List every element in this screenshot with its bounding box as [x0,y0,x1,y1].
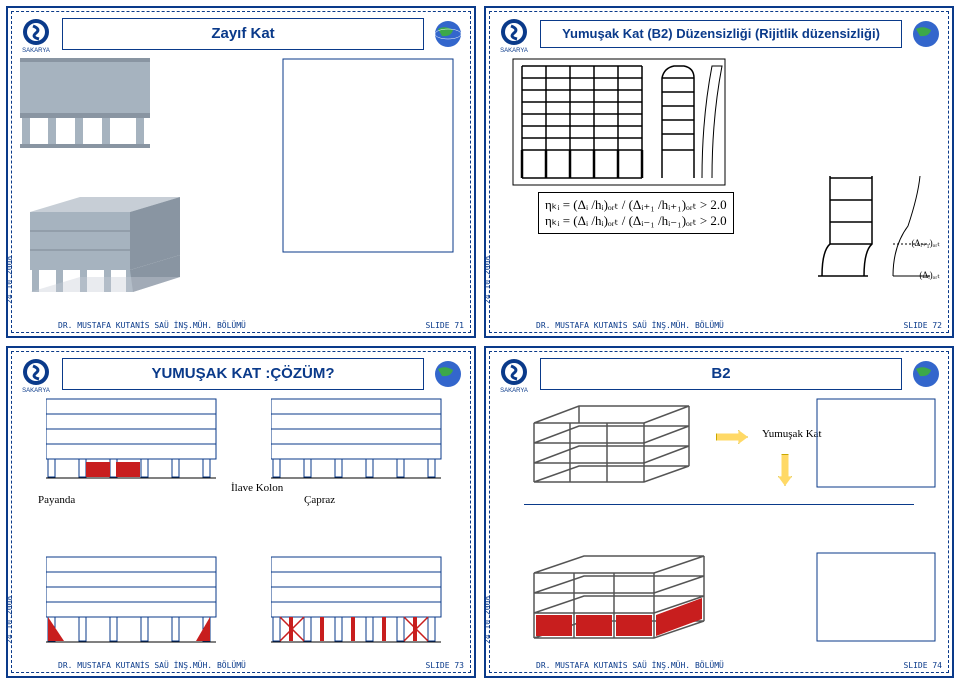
building-payanda [46,556,221,646]
slide-footer: DR. MUSTAFA KUTANİS SAÜ İNŞ.MÜH. BÖLÜMÜ … [58,321,464,330]
arrow-right-icon [716,430,748,444]
illustration-deflection [808,166,938,286]
date-label: 24.10.2008 [484,256,492,304]
globe-icon [908,16,944,52]
annotation-2: (Δᵢ)ₒᵣₜ [919,270,940,281]
author-label: DR. MUSTAFA KUTANİS SAÜ İNŞ.MÜH. BÖLÜMÜ [58,321,246,330]
empty-box-bottom [816,552,936,642]
uni-logo: SAKARYA [494,354,534,394]
building-facade-right [271,398,446,480]
label-ilave-kolon: İlave Kolon [231,482,283,494]
slide-content [16,58,466,308]
slide-content: ηₖᵢ = (Δᵢ /hᵢ)ₒᵣₜ / (Δᵢ₊₁ /hᵢ₊₁)ₒᵣₜ > 2.… [494,58,944,308]
author-label: DR. MUSTAFA KUTANİS SAÜ İNŞ.MÜH. BÖLÜMÜ [536,661,724,670]
arrow-down-icon [778,454,792,486]
uni-label: SAKARYA [22,388,50,394]
slide-title: YUMUŞAK KAT :ÇÖZÜM? [62,358,424,389]
uni-label: SAKARYA [22,48,50,54]
label-payanda: Payanda [38,494,75,506]
slide-number: SLIDE 74 [903,661,942,670]
slide-number: SLIDE 72 [903,321,942,330]
empty-box-top [816,398,936,488]
slide-footer: DR. MUSTAFA KUTANİS SAÜ İNŞ.MÜH. BÖLÜMÜ … [58,661,464,670]
slide-header: SAKARYA Zayıf Kat [16,14,466,54]
uni-logo: SAKARYA [494,14,534,54]
label-capraz: Çapraz [304,494,335,506]
slide-footer: DR. MUSTAFA KUTANİS SAÜ İNŞ.MÜH. BÖLÜMÜ … [536,321,942,330]
slide-header: SAKARYA YUMUŞAK KAT :ÇÖZÜM? [16,354,466,394]
formula-1: ηₖᵢ = (Δᵢ /hᵢ)ₒᵣₜ / (Δᵢ₊₁ /hᵢ₊₁)ₒᵣₜ > 2.… [545,197,727,213]
formula-2: ηₖᵢ = (Δᵢ /hᵢ)ₒᵣₜ / (Δᵢ₋₁ /hᵢ₋₁)ₒᵣₜ > 2.… [545,213,727,229]
slide-title: Yumuşak Kat (B2) Düzensizliği (Rijitlik … [540,20,902,49]
slide-number: SLIDE 73 [425,661,464,670]
slide-content: Yumuşak Kat [494,398,944,648]
slide-header: SAKARYA Yumuşak Kat (B2) Düzensizliği (R… [494,14,944,54]
globe-icon [430,356,466,392]
uni-label: SAKARYA [500,48,528,54]
slide-71: SAKARYA Zayıf Kat [6,6,476,338]
slide-header: SAKARYA B2 [494,354,944,394]
date-label: 24.10.2008 [6,596,14,644]
date-label: 24.10.2008 [484,596,492,644]
uni-logo: SAKARYA [16,354,56,394]
date-label: 24.10.2008 [6,256,14,304]
slide-footer: DR. MUSTAFA KUTANİS SAÜ İNŞ.MÜH. BÖLÜMÜ … [536,661,942,670]
slide-73: SAKARYA YUMUŞAK KAT :ÇÖZÜM? [6,346,476,678]
building-capraz [271,556,446,646]
illustration-weak-story-iso [20,192,190,302]
slide-74: SAKARYA B2 Yumuşak Kat [484,346,954,678]
formula-box: ηₖᵢ = (Δᵢ /hᵢ)ₒᵣₜ / (Δᵢ₊₁ /hᵢ₊₁)ₒᵣₜ > 2.… [538,192,734,234]
illustration-box-right [282,58,454,253]
author-label: DR. MUSTAFA KUTANİS SAÜ İNŞ.MÜH. BÖLÜMÜ [536,321,724,330]
uni-label: SAKARYA [500,388,528,394]
label-yumusak-kat: Yumuşak Kat [762,428,822,440]
illustration-weak-story-top [20,58,170,153]
annotation-1: (Δᵢ₊₁)ₒᵣₜ [912,238,940,249]
building-facade-left [46,398,221,480]
divider-line [524,504,914,505]
slide-title: B2 [540,358,902,389]
globe-icon [908,356,944,392]
uni-logo: SAKARYA [16,14,56,54]
slide-content: Payanda İlave Kolon Çapraz [16,398,466,648]
iso-frame-bottom [524,548,719,648]
author-label: DR. MUSTAFA KUTANİS SAÜ İNŞ.MÜH. BÖLÜMÜ [58,661,246,670]
illustration-frame-grid [512,58,727,186]
globe-icon [430,16,466,52]
iso-frame-top [524,398,699,490]
slide-title: Zayıf Kat [62,18,424,49]
slide-number: SLIDE 71 [425,321,464,330]
slide-72: SAKARYA Yumuşak Kat (B2) Düzensizliği (R… [484,6,954,338]
